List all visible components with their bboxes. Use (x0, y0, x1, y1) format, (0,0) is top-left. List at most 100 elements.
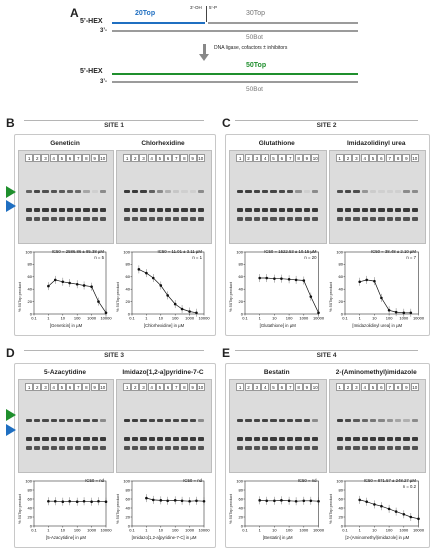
substrate-band (173, 446, 180, 451)
data-point (280, 277, 283, 280)
lane-number: 4 (360, 154, 369, 162)
substrate-band (303, 446, 311, 451)
n-text: n = 5 (94, 255, 104, 260)
x-axis-label: [5-Azacytidine] in µM (46, 535, 86, 540)
substrate-band (42, 217, 49, 222)
y-tick-label: 100 (123, 478, 130, 483)
substrate-band (353, 208, 360, 213)
product-band (344, 418, 352, 422)
lane-number: 7 (74, 383, 83, 391)
y-tick-label: 40 (126, 505, 131, 510)
y-tick-label: 0 (340, 311, 343, 316)
band-marker-icon (6, 200, 16, 212)
substrate-band (67, 446, 74, 451)
data-point (364, 278, 368, 282)
product-band (287, 418, 294, 422)
ic50-text: IC50 = 1522.53 ± 10.15 µM (264, 249, 317, 254)
substrate-band (394, 217, 402, 222)
data-point (53, 499, 57, 503)
substrate-band (58, 446, 65, 451)
data-point (265, 499, 269, 503)
substrate-band (295, 217, 302, 222)
substrate-band (411, 446, 418, 451)
data-point (151, 276, 155, 280)
lane-number: 4 (49, 154, 58, 162)
product-band (353, 418, 360, 422)
schematic-hex-bottom: 5’-HEX (80, 68, 103, 75)
lane-number: 2 (33, 383, 42, 391)
plot-frame (344, 480, 419, 527)
compound-name: 5-Azacytidine (44, 369, 86, 376)
product-band (253, 418, 261, 422)
y-axis-label: % 50Top product (115, 493, 120, 524)
compound-name: Geneticin (50, 140, 80, 147)
y-tick-label: 0 (241, 311, 244, 316)
panel-label: D (6, 346, 15, 360)
lane-number: 1 (335, 383, 344, 391)
product-band (75, 189, 82, 193)
x-tick-label: 1 (358, 316, 361, 321)
y-tick-label: 80 (28, 262, 33, 267)
x-tick-label: 1000 (399, 316, 409, 321)
gel-image: 1 2 3 4 5 6 7 8 9 10 (328, 379, 426, 473)
plot-frame (33, 251, 107, 315)
product-band (245, 418, 252, 422)
data-point (104, 500, 108, 503)
product-band (411, 189, 418, 193)
x-axis-label: [Imidazolidinyl urea] in µM (352, 323, 403, 328)
lane-number-row: 1 2 3 4 5 6 7 8 9 10 (330, 383, 426, 391)
plot-svg: 0 20 40 60 80 100 0.1 1 10 100 1000 10000 (236, 478, 325, 532)
data-point (188, 310, 191, 313)
substrate-band (378, 437, 385, 442)
substrate-band (132, 217, 139, 222)
product-band (411, 418, 418, 422)
product-band (237, 418, 244, 422)
dose-response-plot: 0 20 40 60 80 100 0.1 1 10 100 1000 10000 (120, 248, 210, 326)
product-band (353, 189, 360, 193)
substrate-band (50, 208, 57, 213)
lane-number: 3 (252, 383, 261, 391)
product-band (124, 418, 131, 422)
y-tick-label: 60 (126, 274, 131, 279)
product-band (394, 418, 402, 422)
product-band (148, 418, 155, 422)
data-point (287, 499, 291, 503)
y-tick-label: 20 (126, 299, 131, 304)
lane-number: 2 (131, 383, 140, 391)
y-tick-label: 60 (239, 274, 244, 279)
gel-image: 1 2 3 4 5 6 7 8 9 10 (328, 150, 426, 244)
data-point (372, 503, 376, 506)
substrate-band (140, 208, 147, 213)
lane-number: 6 (164, 154, 173, 162)
lane-number: 1 (335, 154, 344, 162)
substrate-band (361, 437, 368, 442)
y-tick-label: 40 (28, 287, 33, 292)
product-band (83, 189, 90, 193)
n-text: n = 7 (406, 255, 416, 260)
data-point (82, 499, 86, 503)
data-point (409, 311, 412, 315)
lane-number: 7 (172, 383, 181, 391)
product-band (336, 189, 343, 193)
x-tick-label: 100 (74, 316, 81, 321)
substrate-band (50, 437, 57, 442)
product-band (156, 418, 163, 422)
data-point (90, 285, 93, 289)
product-band (344, 189, 352, 193)
strand-20top (112, 22, 205, 24)
data-point (394, 310, 397, 314)
x-tick-label: 1 (145, 528, 148, 533)
lane-number: 6 (66, 383, 75, 391)
schematic-20top: 20Top (135, 10, 156, 17)
substrate-band (287, 437, 294, 442)
substrate-band (270, 217, 277, 222)
product-band (34, 418, 41, 422)
lane-number: 3 (352, 154, 361, 162)
x-tick-label: 100 (286, 316, 293, 321)
data-point (68, 499, 71, 503)
substrate-band (75, 437, 82, 442)
substrate-band (156, 208, 163, 213)
data-point (82, 284, 86, 287)
y-axis-label: % 50Top product (327, 493, 333, 524)
ic50-text: IC50 = 11.01 ± 3.11 µM (157, 249, 202, 254)
